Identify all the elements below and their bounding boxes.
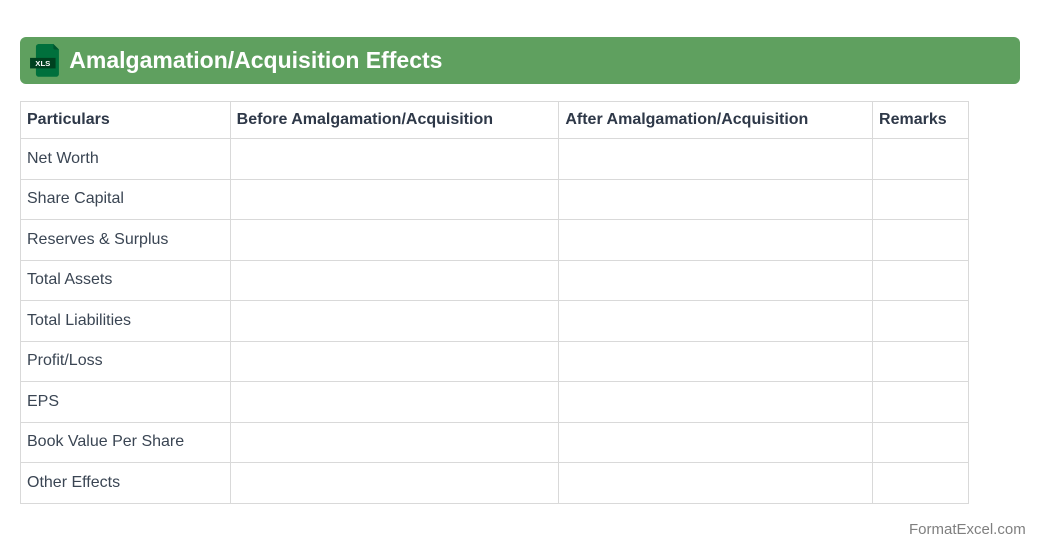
svg-text:XLS: XLS [35, 59, 50, 68]
